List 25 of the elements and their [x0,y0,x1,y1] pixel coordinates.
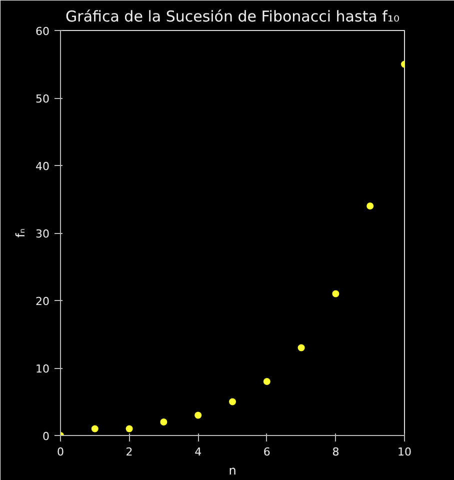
point [160,418,168,426]
point [229,398,236,406]
x-tick-label: 2 [126,446,133,458]
y-tick-label: 60 [36,25,50,38]
y-tick-label: 30 [36,228,50,240]
x-axis-title: n [228,464,236,478]
x-tick-label: 4 [194,446,202,458]
y-tick-label: 20 [36,295,50,308]
x-tick-label: 8 [332,446,340,458]
point [194,412,202,419]
point [91,425,98,432]
y-tick-label: 0 [42,430,50,443]
y-tick-label: 40 [36,160,50,173]
point [332,290,340,298]
y-axis-title: fₙ [14,228,28,238]
x-tick-label: 0 [57,446,64,458]
point [366,202,374,210]
x-tick-label: 6 [263,446,270,458]
point [126,425,133,432]
x-tick-label: 10 [398,446,412,458]
y-tick-label: 10 [36,362,50,376]
chart-title: Gráfica de la Sucesión de Fibonacci hasta f₁₀ [66,8,400,26]
point [263,378,270,385]
y-tick-label: 50 [36,92,50,106]
point [298,344,305,352]
